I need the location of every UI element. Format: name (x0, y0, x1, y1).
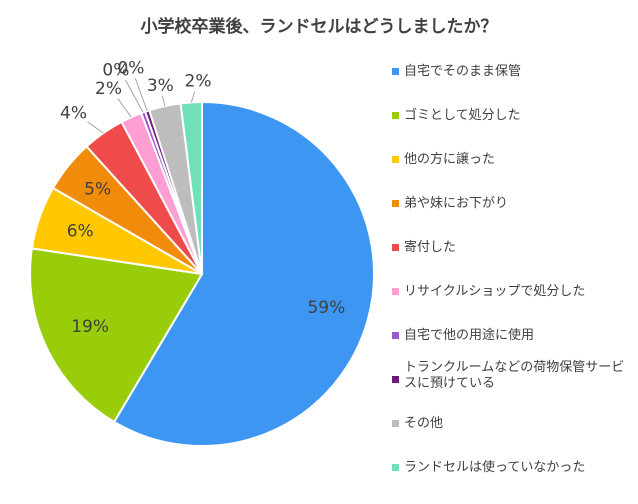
legend-label: リサイクルショップで処分した (404, 284, 586, 299)
pie-slice-10 (179, 100, 203, 275)
legend-swatch (392, 68, 399, 75)
slice-value-label-8: 0% (117, 59, 144, 79)
leader-line-6 (117, 98, 132, 118)
slice-value-label-5: 4% (60, 103, 87, 123)
slice-value-label-2: 19% (71, 317, 109, 337)
pie-slice-2 (29, 247, 204, 424)
legend-label: 弟や妹にお下がり (404, 196, 509, 211)
legend-item-10: ランドセルは使っていなかった (392, 460, 636, 504)
slice-value-label-1: 59% (307, 298, 345, 318)
legend-item-5: 寄付した (392, 240, 636, 284)
legend: 自宅でそのまま保管 ゴミとして処分した 他の方に譲った 弟や妹にお下がり 寄付したリサイ… (392, 64, 636, 504)
legend-item-3: 他の方に譲った (392, 152, 636, 196)
legend-item-1: 自宅でそのまま保管 (392, 64, 636, 108)
legend-label: 自宅で他の用途に使用 (404, 328, 535, 343)
legend-label: ゴミとして処分した (404, 108, 521, 123)
slice-value-label-6: 2% (95, 79, 122, 99)
leader-line-9 (162, 95, 166, 107)
slice-value-label-9: 3% (147, 76, 174, 96)
leader-line-10 (190, 91, 196, 103)
legend-swatch (392, 332, 399, 339)
slice-value-label-7: 0% (102, 60, 129, 80)
legend-item-8: トランクルームなどの荷物保管サービスに預けている (392, 360, 636, 416)
slice-labels: 59%19%6%5%4%2%0%0%3% 2% (60, 59, 345, 337)
legend-label: トランクルームなどの荷物保管サービスに預けている (404, 360, 625, 391)
leader-lines (87, 78, 196, 134)
pie-slice-1 (112, 100, 375, 447)
slice-value-label-10: 2% (185, 72, 212, 92)
legend-swatch (392, 376, 399, 383)
slice-value-label-3: 6% (67, 221, 94, 241)
legend-item-9: その他 (392, 416, 636, 460)
slice-value-label-4: 5% (84, 180, 111, 200)
leader-line-5 (87, 121, 104, 134)
legend-swatch (392, 244, 399, 251)
legend-label: ランドセルは使っていなかった (404, 460, 586, 475)
legend-item-7: 自宅で他の用途に使用 (392, 328, 636, 372)
leader-line-8 (134, 78, 148, 112)
legend-item-4: 弟や妹にお下がり (392, 196, 636, 240)
pie-slices (29, 100, 375, 447)
legend-item-6: リサイクルショップで処分した (392, 284, 636, 328)
legend-label: 他の方に譲った (404, 152, 496, 167)
legend-swatch (392, 112, 399, 119)
leader-line-7 (124, 79, 144, 113)
chart-title: 小学校卒業後、ランドセルはどうしましたか？ (140, 17, 498, 37)
legend-swatch (392, 156, 399, 163)
legend-swatch (392, 464, 399, 471)
legend-swatch (392, 200, 399, 207)
legend-swatch (392, 288, 399, 295)
legend-label: 自宅でそのまま保管 (404, 64, 522, 79)
pie-chart: 59%19%6%5%4%2%0%0%3% 2% (29, 59, 375, 447)
legend-label: 寄付した (404, 240, 457, 255)
legend-swatch (392, 420, 399, 427)
legend-label: その他 (404, 416, 444, 431)
legend-item-2: ゴミとして処分した (392, 108, 636, 152)
